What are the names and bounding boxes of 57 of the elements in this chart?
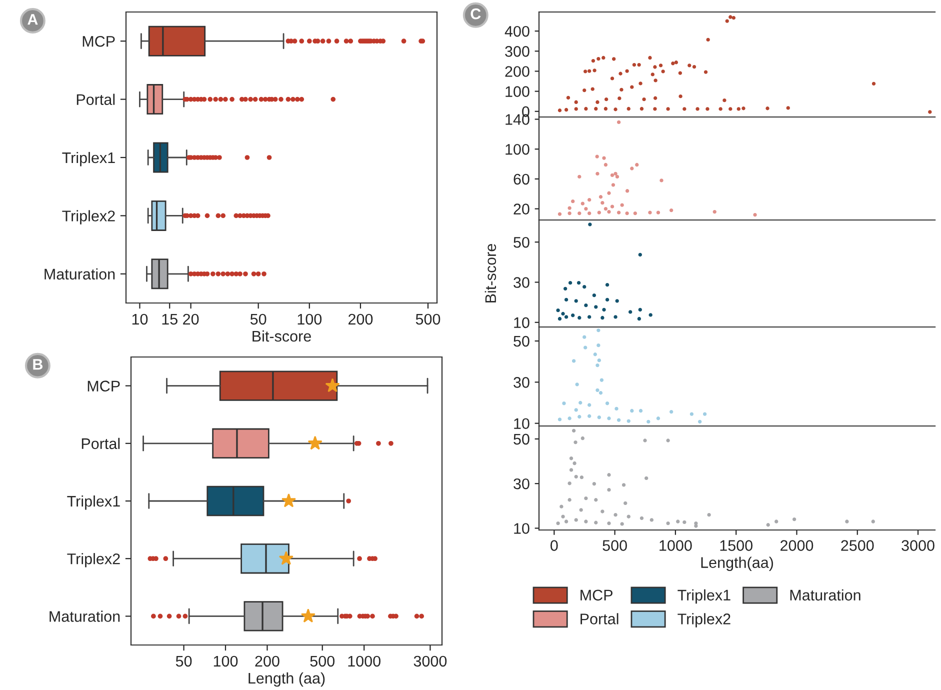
x-tick-label: 100 bbox=[298, 314, 322, 325]
y-tick-label: 20 bbox=[514, 204, 530, 214]
x-tick-label: 0 bbox=[550, 540, 558, 551]
x-tick-label: 100 bbox=[214, 656, 238, 667]
x-tick-label: 2000 bbox=[780, 540, 814, 551]
y-tick-label: 30 bbox=[514, 478, 530, 490]
x-tick-label: 1500 bbox=[720, 540, 752, 551]
y-axis-title: Bit-score bbox=[484, 244, 496, 302]
y-tick-label: 200 bbox=[505, 66, 530, 77]
x-tick-label: 3000 bbox=[414, 656, 447, 667]
x-tick-label: 3000 bbox=[902, 540, 934, 551]
legend-label: Portal bbox=[580, 613, 618, 624]
y-tick-label: 100 bbox=[506, 144, 530, 155]
x-tick-label: 50 bbox=[176, 656, 192, 667]
y-tick-label: Portal bbox=[82, 438, 120, 450]
x-tick-label: 200 bbox=[255, 656, 280, 667]
y-tick-label: Maturation bbox=[44, 268, 115, 280]
y-tick-label: 50 bbox=[514, 236, 530, 248]
x-tick-label: 1000 bbox=[348, 656, 380, 667]
legend-label: Triplex2 bbox=[678, 613, 730, 628]
x-axis-title: Length (aa) bbox=[248, 672, 325, 687]
x-tick-label: 50 bbox=[250, 314, 266, 325]
y-tick-label: 10 bbox=[514, 523, 530, 534]
x-tick-label: 200 bbox=[348, 314, 373, 325]
y-tick-label: Triplex2 bbox=[67, 553, 120, 568]
y-tick-label: Triplex2 bbox=[62, 210, 115, 224]
y-tick-label: 100 bbox=[506, 86, 530, 97]
y-tick-label: Triplex1 bbox=[62, 152, 115, 166]
y-tick-label: 50 bbox=[514, 434, 530, 445]
y-tick-label: 10 bbox=[514, 418, 530, 430]
x-axis-title: Bit-score bbox=[252, 330, 311, 342]
y-tick-label: Portal bbox=[76, 94, 115, 105]
text: B bbox=[33, 359, 43, 370]
y-tick-label: 30 bbox=[514, 377, 530, 388]
y-tick-label: 300 bbox=[505, 46, 530, 57]
x-tick-label: 20 bbox=[183, 314, 199, 325]
text: A bbox=[28, 14, 38, 25]
y-tick-label: MCP bbox=[82, 36, 115, 47]
x-tick-label: 500 bbox=[602, 540, 627, 551]
y-tick-label: 30 bbox=[514, 277, 530, 288]
y-tick-label: 60 bbox=[514, 174, 530, 185]
y-tick-label: Triplex1 bbox=[67, 495, 120, 510]
y-tick-label: MCP bbox=[88, 380, 120, 392]
x-axis-title: Length(aa) bbox=[701, 556, 774, 571]
legend-label: MCP bbox=[580, 590, 612, 601]
y-tick-label: 400 bbox=[504, 26, 530, 37]
x-tick-label: 10 bbox=[132, 314, 148, 325]
legend-label: Maturation bbox=[790, 589, 860, 601]
y-tick-label: 50 bbox=[514, 336, 530, 347]
x-tick-label: 1000 bbox=[660, 540, 692, 551]
x-tick-label: 500 bbox=[310, 656, 335, 667]
x-tick-label: 500 bbox=[416, 314, 440, 325]
text: C bbox=[470, 8, 481, 20]
legend-label: Triplex1 bbox=[678, 589, 730, 604]
y-tick-label: Maturation bbox=[50, 610, 120, 622]
x-tick-label: 15 bbox=[162, 314, 178, 325]
x-tick-label: 2500 bbox=[841, 540, 874, 551]
